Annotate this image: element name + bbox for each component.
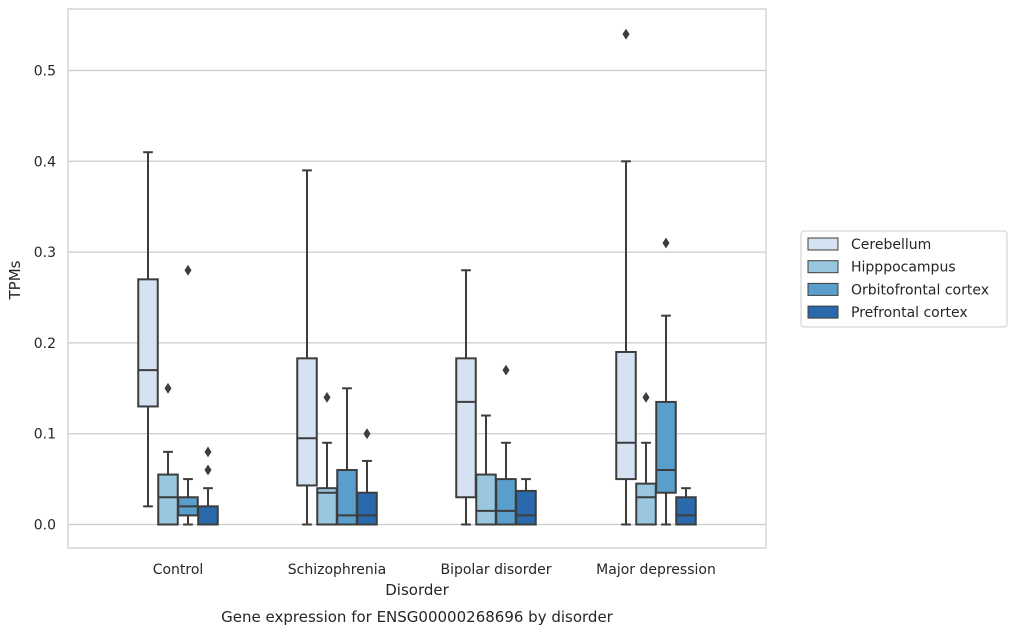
outlier-point bbox=[642, 391, 650, 403]
box-body bbox=[615, 350, 637, 481]
chart-caption: Gene expression for ENSG00000268696 by d… bbox=[221, 608, 614, 626]
box-body bbox=[475, 473, 497, 526]
x-axis-label: Disorder bbox=[385, 581, 449, 599]
y-axis-label: TPMs bbox=[6, 260, 24, 300]
legend-entry-label: Cerebellum bbox=[851, 237, 931, 253]
box-body bbox=[675, 496, 697, 526]
outlier-point bbox=[184, 264, 192, 276]
legend: Cerebellum Hipppocampus Orbitofrontal cort… bbox=[800, 230, 1008, 328]
box-body bbox=[655, 400, 677, 494]
y-axis-ticks: 0.0 0.1 0.2 0.3 0.4 0.5 bbox=[34, 64, 56, 534]
box-body bbox=[137, 278, 159, 408]
box-hipppocampus bbox=[635, 391, 657, 526]
y-tick-label: 0.2 bbox=[34, 336, 56, 352]
box-body bbox=[635, 482, 657, 526]
legend-swatch bbox=[807, 305, 839, 319]
x-tick-label: Major depression bbox=[596, 562, 716, 578]
box-orbitofrontal-cortex bbox=[495, 364, 517, 526]
box-body bbox=[455, 357, 477, 499]
x-tick-label: Control bbox=[153, 562, 204, 578]
outlier-point bbox=[502, 364, 510, 376]
x-tick-label: Bipolar disorder bbox=[440, 562, 551, 578]
outlier-point bbox=[323, 391, 331, 403]
box-prefrontal-cortex bbox=[675, 487, 697, 526]
legend-entry-label: Prefrontal cortex bbox=[851, 305, 968, 321]
y-tick-label: 0.5 bbox=[34, 64, 56, 80]
box-cerebellum bbox=[455, 269, 477, 526]
outlier-point bbox=[204, 446, 212, 458]
box-hipppocampus bbox=[475, 414, 497, 526]
outlier-point bbox=[204, 464, 212, 476]
outlier-point bbox=[164, 382, 172, 394]
box-cerebellum bbox=[296, 169, 318, 526]
box-series bbox=[137, 28, 697, 526]
box-body bbox=[515, 489, 537, 526]
legend-entry-label: Orbitofrontal cortex bbox=[851, 282, 989, 298]
box-prefrontal-cortex bbox=[356, 428, 378, 526]
legend-frame bbox=[800, 230, 1008, 328]
legend-swatch bbox=[807, 260, 839, 274]
box-prefrontal-cortex bbox=[515, 478, 537, 526]
plot-frame bbox=[67, 8, 767, 549]
box-prefrontal-cortex bbox=[197, 446, 219, 526]
y-tick-label: 0.3 bbox=[34, 245, 56, 261]
box-body bbox=[157, 473, 179, 526]
box-cerebellum bbox=[615, 28, 637, 526]
outlier-point bbox=[363, 428, 371, 440]
box-body bbox=[495, 478, 517, 526]
legend-entry-label: Hipppocampus bbox=[851, 260, 956, 276]
box-hipppocampus bbox=[157, 382, 179, 526]
box-body bbox=[356, 491, 378, 526]
box-orbitofrontal-cortex bbox=[655, 237, 677, 526]
box-orbitofrontal-cortex bbox=[177, 264, 199, 526]
box-cerebellum bbox=[137, 151, 159, 508]
box-orbitofrontal-cortex bbox=[336, 387, 358, 526]
box-body bbox=[197, 505, 219, 526]
legend-swatch bbox=[807, 237, 839, 251]
legend-swatch bbox=[807, 282, 839, 296]
y-tick-label: 0.0 bbox=[34, 518, 56, 534]
box-hipppocampus bbox=[316, 391, 338, 526]
y-tick-label: 0.1 bbox=[34, 427, 56, 443]
x-tick-label: Schizophrenia bbox=[288, 562, 386, 578]
outlier-point bbox=[622, 28, 630, 40]
outlier-point bbox=[662, 237, 670, 249]
x-axis-ticks: Control Schizophrenia Bipolar disorder Majo… bbox=[153, 562, 716, 578]
box-body bbox=[296, 357, 318, 487]
y-tick-label: 0.4 bbox=[34, 154, 56, 170]
